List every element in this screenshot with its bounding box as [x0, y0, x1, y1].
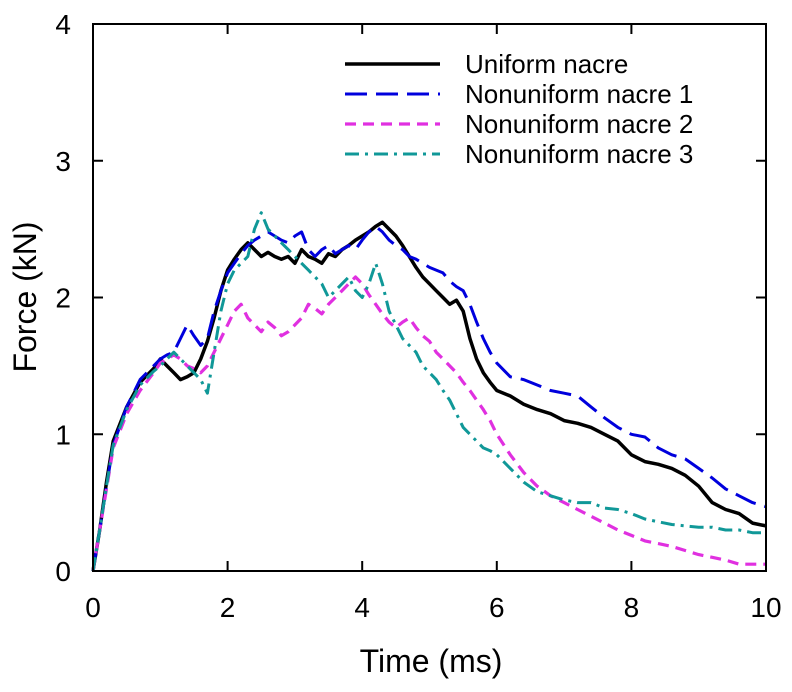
y-tick-label: 2 — [55, 283, 71, 314]
y-tick-label: 1 — [55, 419, 71, 450]
legend-label-4: Nonuniform nacre 3 — [465, 139, 693, 169]
legend-label-1: Uniform nacre — [465, 49, 628, 79]
series-line-4 — [91, 211, 766, 572]
legend-label-3: Nonuniform nacre 2 — [465, 109, 693, 139]
legend-label-2: Nonuniform nacre 1 — [465, 79, 693, 109]
x-tick-label: 4 — [354, 592, 370, 623]
x-tick-label: 10 — [750, 592, 781, 623]
x-tick-label: 8 — [624, 592, 640, 623]
series-line-2 — [91, 224, 767, 572]
plot-frame — [92, 23, 767, 572]
x-tick-label: 6 — [489, 592, 505, 623]
y-axis-label: Force (kN) — [7, 221, 43, 372]
series-line-3 — [91, 275, 766, 572]
y-tick-label: 0 — [55, 556, 71, 587]
data-series — [91, 211, 767, 572]
x-tick-label: 0 — [85, 592, 101, 623]
y-tick-label: 4 — [55, 9, 71, 40]
y-tick-label: 3 — [55, 146, 71, 177]
x-axis-label: Time (ms) — [360, 643, 503, 679]
series-line-1 — [91, 220, 767, 572]
x-tick-label: 2 — [220, 592, 236, 623]
